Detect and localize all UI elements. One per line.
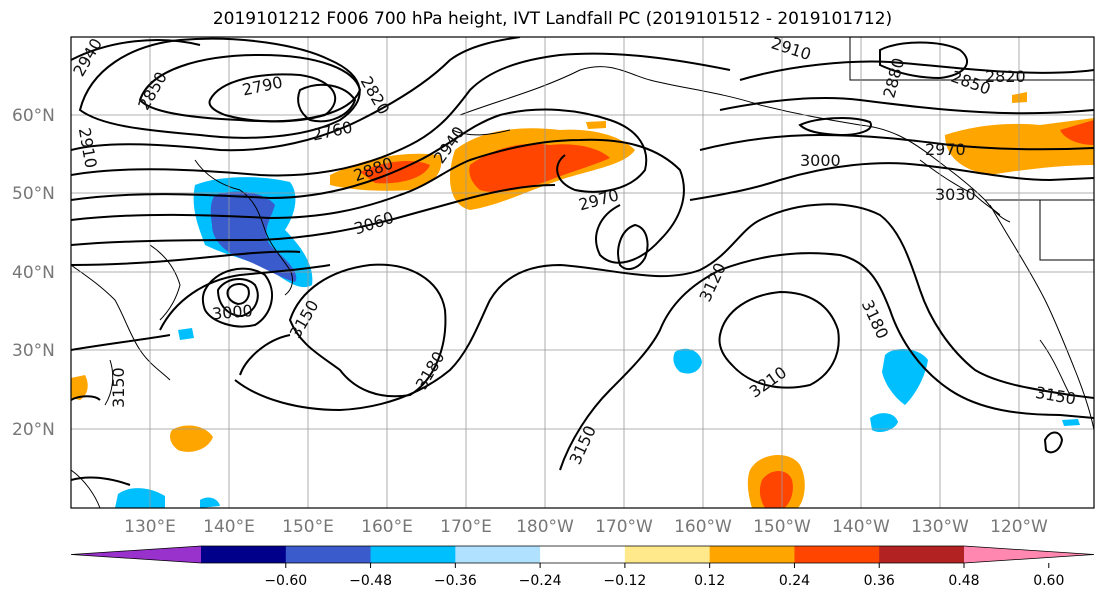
colorbar-tick-label: −0.60	[264, 573, 307, 589]
latitude-labels: 60°N 50°N 40°N 30°N 20°N	[12, 106, 55, 440]
map-area	[71, 37, 1094, 508]
colorbar-tick-label: 0.12	[694, 573, 725, 589]
lon-label: 180°W	[516, 517, 574, 537]
colorbar-tick-label: 0.48	[948, 573, 979, 589]
lon-label: 170°W	[595, 517, 653, 537]
colorbar-segment	[709, 546, 795, 563]
lat-label: 60°N	[12, 106, 55, 126]
lon-label: 140°E	[203, 517, 255, 537]
lon-label: 170°E	[440, 517, 492, 537]
colorbar-segment	[879, 546, 965, 563]
colorbar: −0.60 −0.48 −0.36 −0.24 −0.12 0.12 0.24 0.36 0.4…	[70, 545, 1095, 589]
lat-label: 50°N	[12, 184, 55, 204]
contour-label: 2820	[985, 67, 1026, 86]
colorbar-segment	[201, 546, 287, 563]
lon-label: 120°W	[990, 517, 1048, 537]
colorbar-outline	[70, 545, 1095, 564]
colorbar-segment	[540, 546, 626, 563]
height-contours	[71, 37, 1094, 486]
contour-label: 3030	[935, 185, 976, 204]
lat-label: 30°N	[12, 341, 55, 361]
colorbar-extend-low	[71, 546, 201, 563]
colorbar-tick-label: 0.60	[1033, 573, 1064, 589]
contour-label: 3000	[211, 301, 253, 323]
coastlines	[71, 37, 1094, 508]
colorbar-tick-label: −0.12	[603, 573, 646, 589]
lon-label: 160°E	[361, 517, 413, 537]
contour-label: 3150	[109, 367, 128, 408]
colorbar-segment	[624, 546, 711, 563]
map-border	[70, 36, 1095, 509]
colorbar-tick-label: −0.48	[349, 573, 392, 589]
colorbar-tick-label: −0.24	[519, 573, 562, 589]
colorbar-segment	[794, 546, 880, 563]
lat-label: 40°N	[12, 263, 55, 283]
lon-label: 160°W	[674, 517, 732, 537]
lon-label: 130°E	[124, 517, 176, 537]
map-title: 2019101212 F006 700 hPa height, IVT Land…	[212, 9, 893, 29]
colorbar-tick-label: 0.36	[864, 573, 895, 589]
lon-label: 150°W	[753, 517, 811, 537]
longitude-labels: 130°E 140°E 150°E 160°E 170°E 180°W 170°…	[124, 517, 1048, 537]
lon-label: 130°W	[911, 517, 969, 537]
lon-label: 140°W	[832, 517, 890, 537]
colorbar-segment	[455, 546, 541, 563]
colorbar-tick-label: −0.36	[434, 573, 477, 589]
contour-label: 2970	[925, 140, 966, 159]
colorbar-tick-label: 0.24	[779, 573, 810, 589]
lon-label: 150°E	[282, 517, 334, 537]
colorbar-segment	[370, 546, 456, 563]
lat-label: 20°N	[12, 420, 55, 440]
contour-label: 3000	[800, 151, 841, 170]
colorbar-extend-high	[964, 546, 1094, 563]
colorbar-segment	[285, 546, 372, 563]
